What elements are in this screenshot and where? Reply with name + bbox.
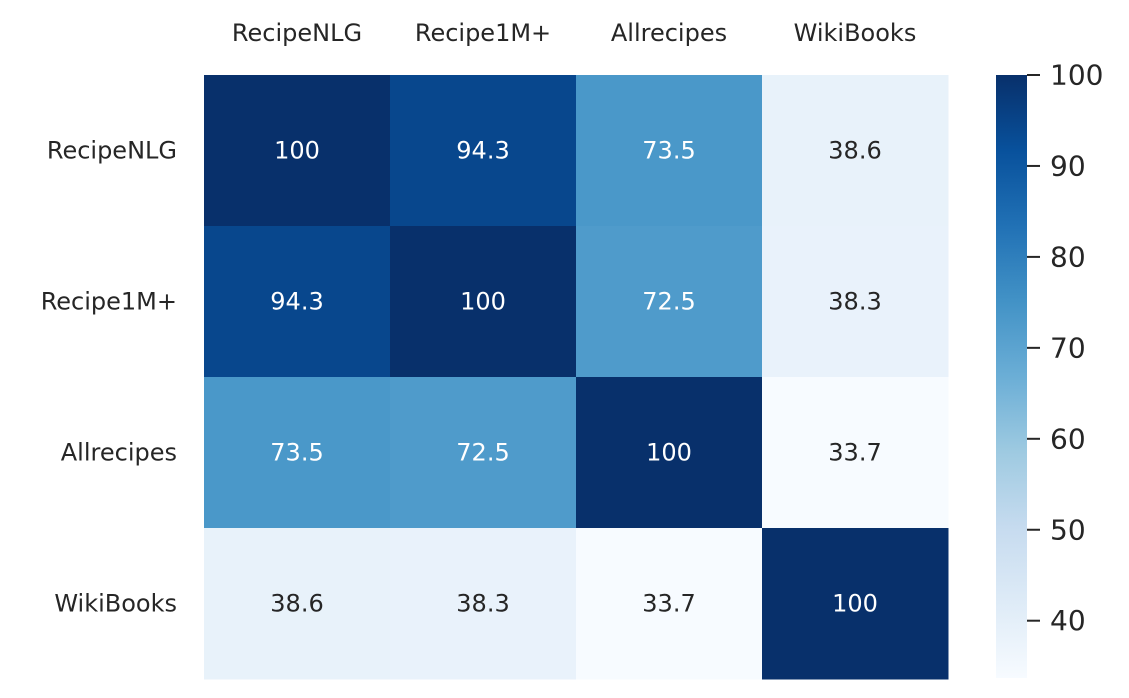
colorbar-tick-label: 80 (1050, 240, 1086, 273)
heatmap-cell (204, 528, 391, 680)
heatmap-cell (576, 75, 763, 227)
cell-value-label: 94.3 (270, 288, 323, 316)
y-tick-label: WikiBooks (54, 590, 177, 618)
x-tick-labels: RecipeNLG Recipe1M+ Allrecipes WikiBooks (232, 19, 916, 47)
heatmap-cell (762, 377, 949, 529)
heatmap-cell (762, 528, 949, 680)
heatmap-cell (762, 226, 949, 378)
heatmap-cell (390, 377, 577, 529)
colorbar-ticks: 40 50 60 70 80 90 100 (1027, 59, 1103, 637)
colorbar-gradient (996, 75, 1027, 678)
cell-value-label: 73.5 (642, 137, 695, 165)
heatmap-cell (762, 75, 949, 227)
heatmap-cells: 100 94.3 73.5 38.6 94.3 100 72.5 38.3 73.5 72.5 10… (204, 75, 949, 680)
colorbar-tick-label: 90 (1050, 149, 1086, 182)
cell-value-label: 100 (646, 439, 692, 467)
heatmap-cell (390, 528, 577, 680)
heatmap-cell (390, 75, 577, 227)
heatmap-cell (576, 528, 763, 680)
y-tick-labels: RecipeNLG Recipe1M+ Allrecipes WikiBooks (41, 137, 177, 618)
y-tick-label: RecipeNLG (47, 137, 177, 165)
heatmap-cell (204, 226, 391, 378)
x-tick-label: RecipeNLG (232, 19, 362, 47)
y-tick-label: Recipe1M+ (41, 288, 177, 316)
cell-value-label: 38.6 (270, 590, 323, 618)
cell-value-label: 38.6 (828, 137, 881, 165)
cell-value-label: 38.3 (828, 288, 881, 316)
cell-value-label: 72.5 (456, 439, 509, 467)
cell-value-label: 73.5 (270, 439, 323, 467)
cell-value-label: 33.7 (828, 439, 881, 467)
heatmap-cell (204, 377, 391, 529)
cell-value-label: 100 (832, 590, 878, 618)
colorbar-tick-label: 100 (1050, 59, 1103, 92)
heatmap-cell (576, 226, 763, 378)
cell-value-label: 72.5 (642, 288, 695, 316)
cell-value-label: 38.3 (456, 590, 509, 618)
heatmap-cell (204, 75, 391, 227)
colorbar: 40 50 60 70 80 90 100 (996, 59, 1103, 678)
cell-value-label: 100 (274, 137, 320, 165)
colorbar-tick-label: 70 (1050, 331, 1086, 364)
cell-value-label: 100 (460, 288, 506, 316)
y-tick-label: Allrecipes (61, 439, 177, 467)
heatmap-cell (390, 226, 577, 378)
colorbar-tick-label: 50 (1050, 513, 1086, 546)
x-tick-label: Allrecipes (611, 19, 727, 47)
x-tick-label: WikiBooks (794, 19, 917, 47)
colorbar-tick-label: 40 (1050, 604, 1086, 637)
cell-value-label: 33.7 (642, 590, 695, 618)
heatmap-cell (576, 377, 763, 529)
colorbar-tick-label: 60 (1050, 422, 1086, 455)
x-tick-label: Recipe1M+ (415, 19, 551, 47)
cell-value-label: 94.3 (456, 137, 509, 165)
